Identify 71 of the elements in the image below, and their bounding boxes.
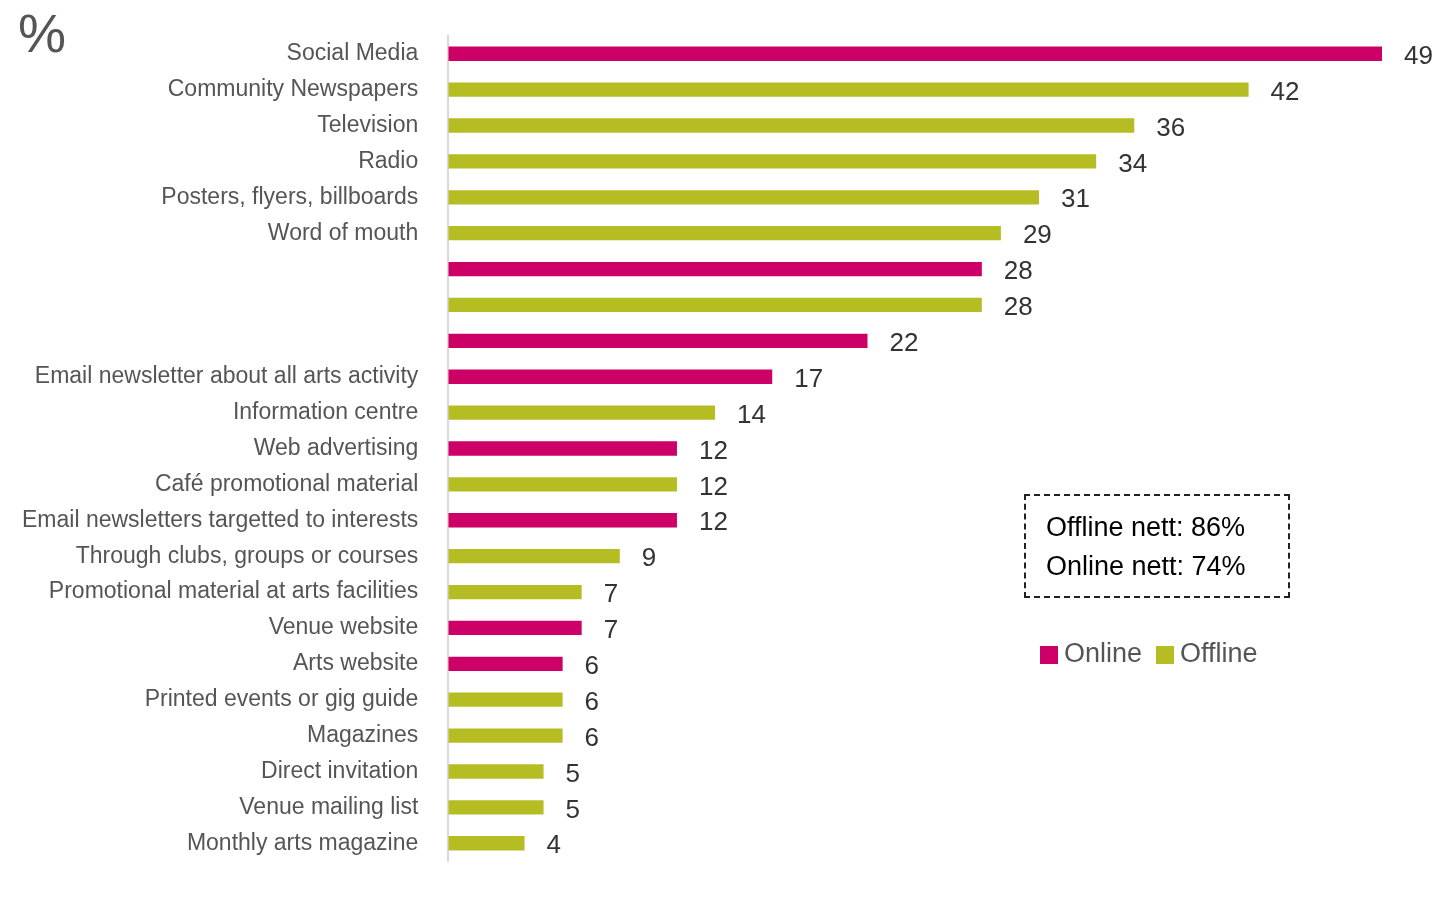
annotation: Offline nett: 86% [1046, 511, 1247, 544]
data-label: 6 [584, 721, 600, 752]
y-tick-label: Café promotional material [154, 469, 419, 496]
data-label: 14 [737, 398, 766, 429]
data-label: 5 [565, 757, 581, 788]
bar [448, 261, 982, 277]
data-label: 42 [1270, 75, 1300, 106]
bar [448, 154, 1097, 169]
data-label: 6 [584, 685, 600, 716]
data-label: 6 [584, 649, 600, 680]
bar [448, 584, 582, 600]
y-tick-label: Television [317, 110, 419, 137]
data-label: 49 [1404, 39, 1433, 70]
data-label: 12 [698, 470, 728, 501]
y-tick-label: Word of mouth [267, 218, 419, 245]
y-tick-label: Magazines [307, 720, 419, 747]
data-label: 12 [698, 506, 728, 537]
bar [448, 333, 868, 348]
text: % [18, 2, 67, 64]
y-tick-label: Email newsletter about all arts activity [34, 362, 419, 389]
y-tick-label: Radio [358, 146, 419, 173]
data-label: 9 [641, 542, 657, 573]
bar [448, 405, 716, 420]
legend-label: Offline [1180, 638, 1258, 668]
bar [448, 190, 1039, 205]
y-tick-label: Information centre [232, 397, 419, 424]
bar [448, 441, 677, 456]
y-tick-label: Direct invitation [261, 756, 419, 783]
bar [448, 513, 677, 528]
data-label: 12 [698, 434, 728, 465]
annotation: Online nett: 74% [1046, 550, 1247, 583]
y-tick-label: Web advertising [253, 433, 419, 460]
bar [448, 728, 563, 743]
data-label: 29 [1022, 219, 1052, 250]
bar [448, 620, 582, 636]
bar [448, 477, 677, 492]
y-tick-label: Monthly arts magazine [186, 828, 419, 855]
data-label: 17 [794, 362, 824, 393]
y-tick-label: Community Newspapers [167, 74, 419, 101]
bar [448, 800, 544, 815]
y-tick-label: Promotional material at arts facilities [48, 577, 419, 604]
data-label: 28 [1003, 291, 1033, 322]
data-label: 28 [1003, 255, 1033, 286]
data-label: 31 [1061, 183, 1090, 214]
legend-label: Online [1064, 638, 1143, 668]
bar [448, 369, 773, 384]
bar [448, 82, 1249, 97]
data-label: 22 [889, 327, 919, 358]
bar [448, 764, 544, 779]
y-tick-label: Through clubs, groups or courses [75, 541, 419, 568]
data-label: 5 [565, 793, 581, 824]
y-tick-label: Printed events or gig guide [144, 685, 419, 712]
y-tick-label: Email newsletters targetted to interests [21, 505, 419, 532]
bar [448, 836, 525, 851]
y-tick-label: Posters, flyers, billboards [161, 182, 419, 209]
y-tick-label: Arts website [293, 649, 419, 676]
data-label: 36 [1156, 111, 1186, 142]
data-label: 7 [603, 614, 619, 645]
y-tick-label: Venue website [268, 613, 419, 640]
y-tick-label: Social Media [286, 39, 419, 66]
data-label: 34 [1118, 147, 1148, 178]
bar [448, 118, 1135, 133]
bar [448, 46, 1382, 61]
bar [448, 692, 563, 707]
bar [448, 549, 620, 564]
bar [448, 226, 1001, 241]
bar [448, 656, 563, 671]
data-label: 7 [603, 578, 619, 609]
bar [448, 297, 982, 313]
y-tick-label: Venue mailing list [239, 792, 419, 819]
data-label: 4 [546, 829, 561, 860]
